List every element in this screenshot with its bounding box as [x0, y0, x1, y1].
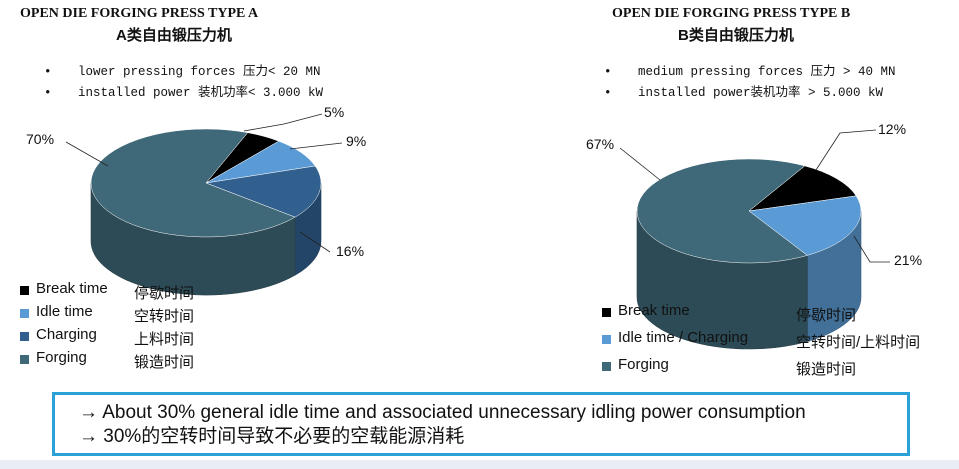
value-label-break-b: 12% [878, 121, 907, 137]
chart-b-title: OPEN DIE FORGING PRESS TYPE B [612, 6, 851, 21]
legend-swatch [602, 362, 611, 371]
legend-swatch [602, 335, 611, 344]
legend-b: Break time 停歇时间 Idle time / Charging 空转时… [602, 302, 952, 383]
value-label-forging-a: 70% [26, 131, 55, 147]
leader-line [299, 231, 331, 253]
summary-note: → About 30% general idle time and associ… [52, 392, 910, 456]
pie-sides [90, 182, 322, 296]
legend-item: Break time 停歇时间 [602, 302, 952, 329]
value-label-break-a: 5% [324, 104, 345, 120]
note-line-en: → About 30% general idle time and associ… [79, 402, 806, 423]
legend-swatch [20, 332, 29, 341]
leader-line [815, 129, 877, 171]
value-label-forging-b: 67% [586, 136, 615, 152]
bullet-item: • lower pressing forces 压力< 20 MN [44, 65, 321, 79]
chart-panel-a: OPEN DIE FORGING PRESS TYPE A A类自由锻压力机 •… [0, 0, 479, 390]
legend-swatch [20, 355, 29, 364]
legend-swatch [20, 286, 29, 295]
legend-item: Forging 锻造时间 [20, 349, 260, 372]
footer-strip [0, 460, 959, 469]
chart-a-bullets: • lower pressing forces 压力< 20 MN • instal… [44, 62, 323, 104]
pie-slice-break-time [748, 165, 857, 212]
legend-item: Idle time / Charging 空转时间/上料时间 [602, 329, 952, 356]
pie-slice-charging [205, 165, 322, 218]
chart-panel-b: OPEN DIE FORGING PRESS TYPE B B类自由锻压力机 •… [480, 0, 959, 390]
leader-line [243, 113, 323, 132]
legend-a: Break time 停歇时间 Idle time 空转时间 Charging … [20, 280, 260, 372]
chart-a-subtitle: A类自由锻压力机 [116, 27, 232, 44]
bullet-item: • installed power装机功率 > 5.000 kW [604, 86, 884, 100]
value-label-idle-b: 21% [894, 252, 923, 268]
value-label-charging-a: 16% [336, 243, 365, 259]
note-line-zh: → 30%的空转时间导致不必要的空载能源消耗 [79, 426, 465, 447]
leader-line [289, 142, 343, 150]
legend-item: Forging 锻造时间 [602, 356, 952, 383]
leader-line [853, 235, 890, 263]
leader-line [619, 147, 661, 181]
bullet-item: • medium pressing forces 压力 > 40 MN [604, 65, 896, 79]
leader-line [65, 141, 109, 167]
bullet-item: • installed power 装机功率< 3.000 kW [44, 86, 324, 100]
pie-chart-b [619, 129, 890, 350]
pie-slice-forging [636, 158, 808, 264]
pie-slice-forging [90, 128, 296, 238]
chart-b-bullets: • medium pressing forces 压力 > 40 MN • inst… [604, 62, 896, 104]
legend-swatch [602, 308, 611, 317]
chart-b-subtitle: B类自由锻压力机 [678, 27, 794, 44]
chart-a-title: OPEN DIE FORGING PRESS TYPE A [20, 6, 259, 21]
value-label-idle-a: 9% [346, 133, 367, 149]
legend-item: Idle time 空转时间 [20, 303, 260, 326]
legend-item: Charging 上料时间 [20, 326, 260, 349]
pie-chart-a [65, 113, 343, 296]
pie-slice-idle-time-charging [748, 195, 862, 256]
legend-swatch [20, 309, 29, 318]
legend-item: Break time 停歇时间 [20, 280, 260, 303]
